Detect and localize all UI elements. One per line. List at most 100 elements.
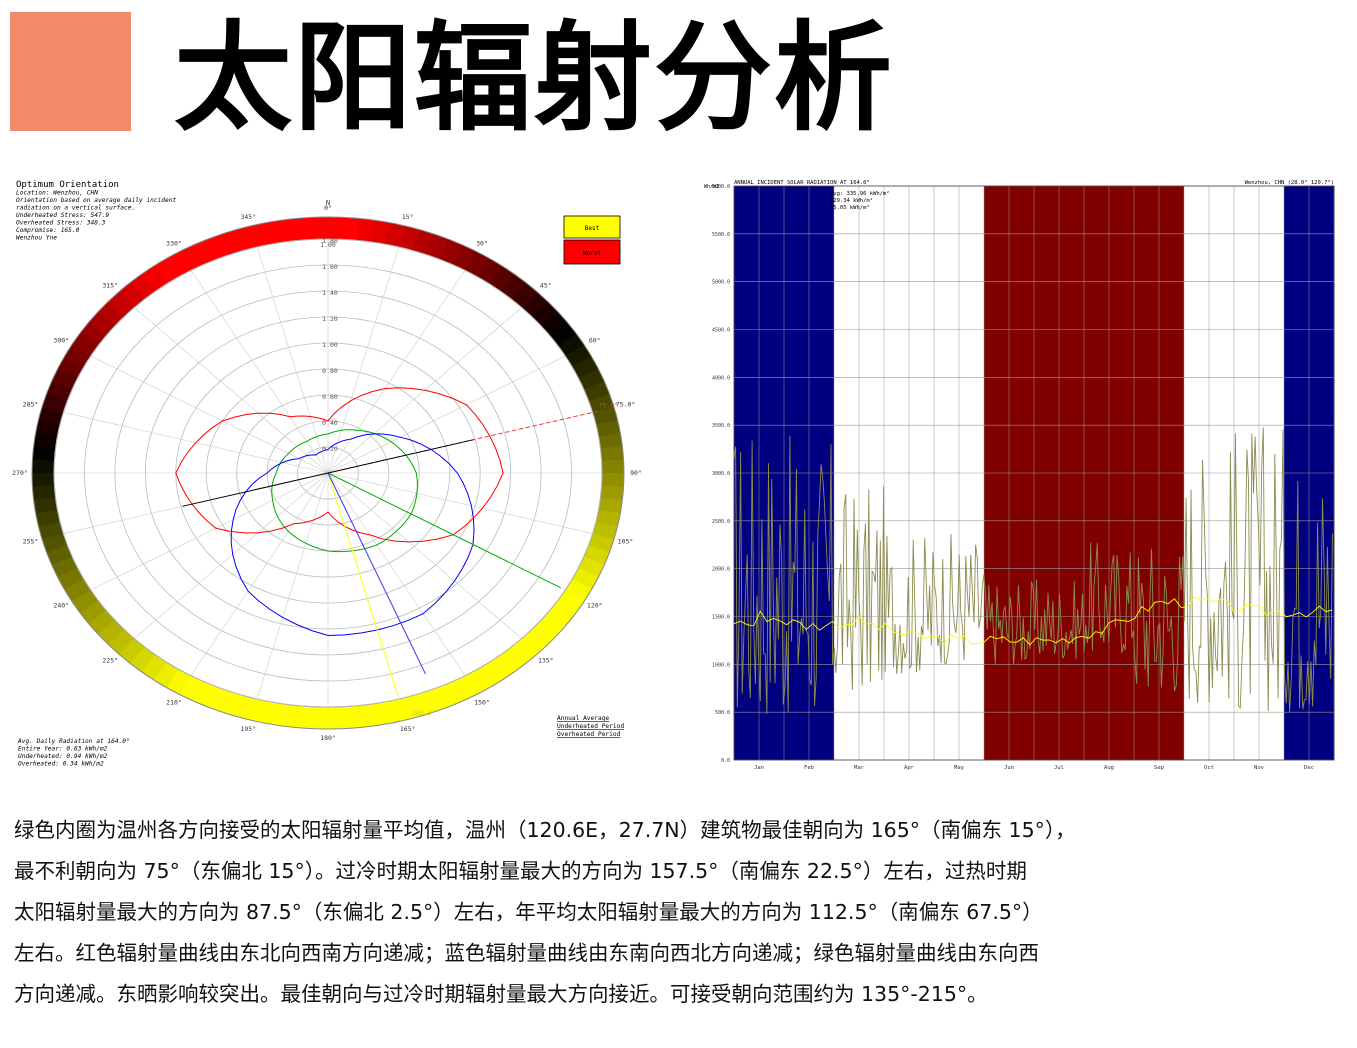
angle-label: 240° — [53, 602, 69, 610]
worst-angle-label: 75.0° — [599, 401, 619, 409]
ring-segment — [38, 520, 64, 540]
x-tick-label: Mar — [854, 765, 865, 770]
ring-segment — [280, 703, 300, 728]
angle-label: 210° — [166, 698, 182, 706]
y-tick-label: 2500.0 — [712, 519, 730, 525]
angle-label: 0° — [324, 204, 332, 212]
ring-segment — [108, 291, 136, 317]
ring-segment — [499, 646, 527, 673]
angle-label: 150° — [474, 698, 490, 706]
ring-segment — [46, 380, 73, 401]
ring-segment — [426, 234, 450, 260]
series-legend-label: Overheated Period — [557, 731, 621, 738]
radial-tick-label: 0.20 — [322, 445, 338, 453]
legend-best-label: Best — [585, 225, 600, 232]
optimum-orientation-line — [327, 472, 398, 695]
radial-tick-label: 1.20 — [322, 315, 338, 323]
x-tick-label: Feb — [804, 765, 814, 770]
ring-segment — [88, 310, 116, 336]
angle-label: 165° — [400, 725, 416, 733]
ring-segment — [266, 219, 287, 245]
ring-segment — [33, 431, 58, 449]
ring-segment — [165, 668, 191, 695]
ring-segment — [328, 217, 346, 240]
ring-segment — [340, 705, 359, 729]
polar-header-line: Compromise: 165.0 — [16, 227, 80, 234]
x-tick-label: Dec — [1304, 765, 1314, 770]
ring-segment — [451, 675, 476, 702]
radial-tick-label: 0.40 — [322, 419, 338, 427]
ring-segment — [56, 567, 84, 590]
ring-segment — [78, 599, 107, 624]
polar-header-line: Orientation based on average daily incid… — [16, 196, 176, 204]
caption-line: 绿色内圈为温州各方向接受的太阳辐射量平均值，温州（120.6E，27.7N）建筑… — [14, 818, 1076, 842]
angle-spoke — [327, 472, 466, 676]
ring-segment — [118, 281, 146, 308]
polar-series-curve — [230, 433, 475, 637]
ring-segment — [297, 217, 316, 241]
ring-segment — [96, 619, 125, 645]
polar-header-line: Wenzhou Yne — [16, 235, 57, 242]
ring-segment — [531, 301, 560, 327]
outer-value-label: 1.00 — [320, 241, 336, 249]
angle-label: 345° — [240, 213, 256, 221]
y-tick-label: 5000.0 — [712, 280, 730, 286]
ring-segment — [583, 545, 610, 566]
caption-line: 最不利朝向为 75°（东偏北 15°）。过冷时期太阳辐射量最大的方向为 157.… — [14, 859, 1027, 883]
y-tick-label: 5500.0 — [712, 232, 730, 238]
ring-segment — [564, 579, 592, 603]
ring-segment — [64, 343, 92, 367]
ring-segment — [71, 332, 99, 356]
ring-segment — [520, 629, 548, 655]
optimum-orientation-chart: 1.80 1.60 1.40 1.20 1.00 0.80 0.60 0.40 0.20 0° 15… — [12, 175, 642, 770]
series-legend-label: Underheated Period — [557, 723, 624, 730]
ring-segment — [557, 333, 586, 358]
legend-best-swatch — [563, 215, 621, 239]
ring-segment — [312, 217, 330, 240]
angle-label: 90° — [630, 469, 642, 477]
ring-segment — [51, 367, 79, 390]
underheated-max-line — [327, 472, 426, 675]
plot-frame — [733, 185, 1335, 761]
y-tick-label: 6000.0 — [712, 184, 730, 190]
x-tick-label: Oct — [1204, 765, 1214, 770]
x-tick-label: Jun — [1004, 765, 1014, 770]
angle-spoke — [134, 307, 329, 474]
ring-segment — [206, 686, 230, 712]
ring-segment — [152, 661, 179, 688]
ring-segment — [601, 459, 624, 475]
ring-segment — [370, 220, 392, 245]
angle-label: 30° — [476, 240, 488, 248]
angle-label: 60° — [589, 337, 601, 345]
ring-segment — [598, 497, 623, 515]
ring-segment — [452, 244, 478, 271]
y-tick-label: 2000.0 — [712, 567, 730, 573]
radial-tick-label: 1.00 — [322, 341, 338, 349]
ring-segment — [310, 706, 328, 729]
angle-spoke — [327, 472, 522, 639]
ring-segment — [251, 222, 273, 247]
polar-footer-line: Avg. Daily Radiation at 164.0° — [17, 737, 130, 745]
ring-segment — [87, 609, 116, 635]
angle-spoke — [327, 472, 593, 534]
ring-segment — [600, 446, 624, 462]
angle-label: 15° — [402, 213, 414, 221]
y-tick-label: 1500.0 — [712, 615, 730, 621]
ring-segment — [140, 654, 167, 681]
ring-segment — [63, 578, 91, 601]
angle-label: 330° — [166, 240, 182, 248]
angle-label: 225° — [102, 656, 118, 664]
angle-label: 285° — [23, 400, 39, 408]
polar-series-curve — [271, 429, 418, 553]
ring-segment — [596, 419, 621, 438]
polar-header-line: radiation on a vertical surface. — [16, 204, 135, 212]
ring-segment — [355, 704, 375, 728]
ring-segment — [129, 273, 157, 300]
radiation-header-left: ANNUAL INCIDENT SOLAR RADIATION AT 164.0… — [734, 180, 870, 186]
ring-segment — [369, 701, 390, 727]
ring-segment — [487, 654, 515, 681]
angle-spoke — [256, 472, 329, 700]
ring-segment — [465, 251, 491, 278]
ring-segment — [33, 496, 58, 514]
angle-label: 75.0° — [616, 400, 636, 408]
